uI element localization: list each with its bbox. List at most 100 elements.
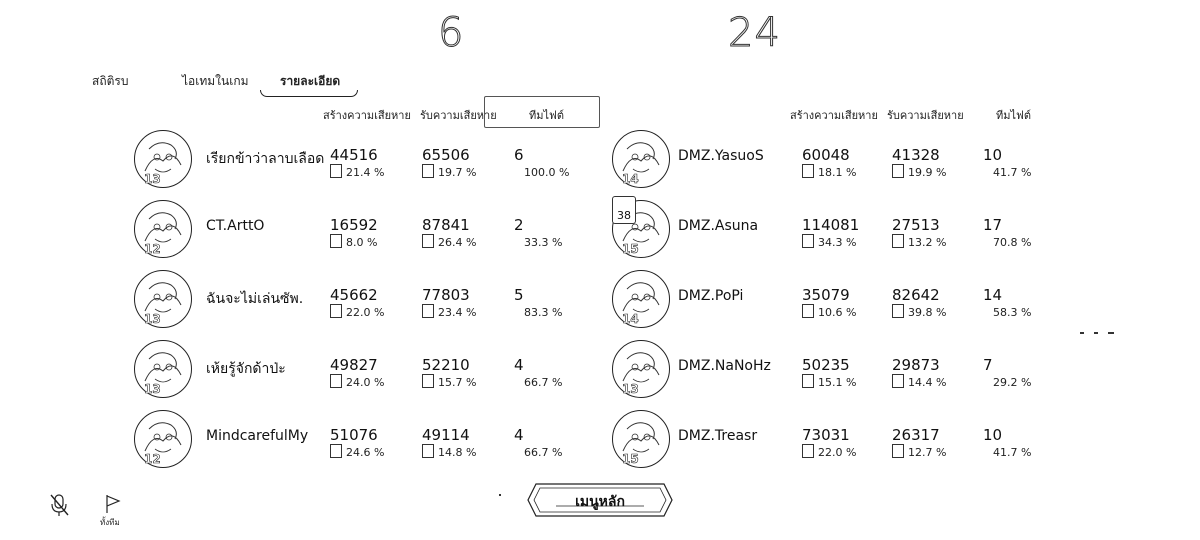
teamfight-percent: 66.7 % <box>524 376 563 389</box>
player-avatar[interactable] <box>612 340 670 398</box>
teamfight-percent: 41.7 % <box>993 446 1032 459</box>
damage-taken-bar <box>422 304 434 318</box>
damage-taken-value: 26317 <box>892 426 940 444</box>
player-row[interactable]: 12 CT.ArttO 16592 8.0 % 87841 26.4 % 2 33.3 % <box>134 200 634 266</box>
player-avatar[interactable] <box>612 270 670 328</box>
damage-taken-percent: 19.9 % <box>908 166 947 179</box>
damage-taken-bar <box>422 164 434 178</box>
damage-taken-percent: 19.7 % <box>438 166 477 179</box>
player-name: ฉันจะไม่เล่นซัพ. <box>206 291 304 307</box>
player-row[interactable]: 14 DMZ.PoPi 35079 10.6 % 82642 39.8 % 14 58.3 % <box>612 270 1112 336</box>
right-dealt-header: สร้างความเสียหาย <box>790 109 878 122</box>
active-tab-indicator <box>260 90 358 97</box>
damage-taken-percent: 23.4 % <box>438 306 477 319</box>
damage-taken-bar <box>892 374 904 388</box>
right-taken-header: รับความเสียหาย <box>887 109 964 122</box>
main-menu-button[interactable]: เมนูหลัก <box>526 482 674 518</box>
player-row[interactable]: 13 DMZ.NaNoHz 50235 15.1 % 29873 14.4 % 7 29.2 … <box>612 340 1112 406</box>
teamfight-percent: 70.8 % <box>993 236 1032 249</box>
player-row[interactable]: 13 เห้ยรู้จักด้าป่ะ 49827 24.0 % 52210 15.7 %… <box>134 340 634 406</box>
damage-dealt-percent: 22.0 % <box>818 446 857 459</box>
damage-taken-value: 65506 <box>422 146 470 164</box>
teamfight-value: 5 <box>514 286 524 304</box>
main-menu-label: เมนูหลัก <box>575 494 625 510</box>
damage-dealt-bar <box>802 164 814 178</box>
player-name: MindcarefulMy <box>206 428 309 444</box>
left-dealt-header: สร้างความเสียหาย <box>323 109 411 122</box>
decor-dash <box>1108 332 1114 334</box>
tab-battle-stats[interactable]: สถิติรบ <box>92 74 129 88</box>
damage-dealt-bar <box>330 304 342 318</box>
damage-dealt-value: 35079 <box>802 286 850 304</box>
player-level-badge: 15 <box>622 452 639 467</box>
damage-taken-bar <box>422 234 434 248</box>
damage-taken-percent: 14.4 % <box>908 376 947 389</box>
decor-dot <box>499 494 501 496</box>
damage-taken-value: 87841 <box>422 216 470 234</box>
damage-dealt-bar <box>802 444 814 458</box>
damage-dealt-percent: 8.0 % <box>346 236 378 249</box>
damage-taken-percent: 39.8 % <box>908 306 947 319</box>
teamfight-percent: 33.3 % <box>524 236 563 249</box>
damage-dealt-value: 49827 <box>330 356 378 374</box>
damage-taken-bar <box>892 234 904 248</box>
damage-dealt-bar <box>802 374 814 388</box>
player-avatar[interactable] <box>612 410 670 468</box>
damage-dealt-percent: 18.1 % <box>818 166 857 179</box>
player-level-badge: 12 <box>144 452 161 467</box>
player-row[interactable]: 13 ฉันจะไม่เล่นซัพ. 45662 22.0 % 77803 23.4 %… <box>134 270 634 336</box>
damage-taken-value: 77803 <box>422 286 470 304</box>
damage-dealt-value: 44516 <box>330 146 378 164</box>
right-team-score: 24 <box>728 10 781 57</box>
decor-dash <box>1094 332 1098 334</box>
player-name: DMZ.PoPi <box>678 288 744 304</box>
teamfight-value: 2 <box>514 216 524 234</box>
player-avatar[interactable] <box>134 200 192 258</box>
damage-dealt-value: 51076 <box>330 426 378 444</box>
left-fire-header: ทีมไฟต์ <box>529 109 564 122</box>
teamfight-percent: 41.7 % <box>993 166 1032 179</box>
player-avatar[interactable] <box>134 340 192 398</box>
teamfight-percent: 100.0 % <box>524 166 570 179</box>
damage-dealt-percent: 21.4 % <box>346 166 385 179</box>
player-level-badge: 14 <box>622 312 639 327</box>
player-row[interactable]: 15 DMZ.Treasr 73031 22.0 % 26317 12.7 % 10 41.7… <box>612 410 1112 476</box>
damage-dealt-percent: 22.0 % <box>346 306 385 319</box>
damage-dealt-bar <box>330 164 342 178</box>
damage-dealt-percent: 34.3 % <box>818 236 857 249</box>
player-row[interactable]: 14 DMZ.YasuoS 60048 18.1 % 41328 19.9 % 10 41.7… <box>612 130 1112 196</box>
damage-taken-bar <box>892 444 904 458</box>
player-avatar[interactable] <box>134 130 192 188</box>
player-level-badge: 13 <box>144 382 161 397</box>
mute-microphone-icon[interactable] <box>48 492 72 522</box>
player-avatar[interactable] <box>612 130 670 188</box>
damage-dealt-percent: 24.0 % <box>346 376 385 389</box>
right-fire-header: ทีมไฟต์ <box>996 109 1031 122</box>
player-avatar[interactable] <box>134 270 192 328</box>
damage-dealt-percent: 24.6 % <box>346 446 385 459</box>
player-level-badge: 15 <box>622 242 639 257</box>
teamfight-value: 17 <box>983 216 1003 234</box>
surrender-label: ทั้งทีม <box>100 518 120 527</box>
player-row[interactable]: 15 DMZ.Asuna 114081 34.3 % 27513 13.2 % 17 70.8… <box>612 200 1112 266</box>
damage-taken-percent: 15.7 % <box>438 376 477 389</box>
damage-taken-bar <box>892 304 904 318</box>
damage-taken-bar <box>422 444 434 458</box>
teamfight-value: 4 <box>514 356 524 374</box>
player-name: เห้ยรู้จักด้าป่ะ <box>206 361 286 377</box>
player-row[interactable]: 13 เรียกข้าว่าลาบเลือด 44516 21.4 % 65506 19.… <box>134 130 634 196</box>
player-avatar[interactable] <box>134 410 192 468</box>
player-level-badge: 13 <box>622 382 639 397</box>
damage-taken-percent: 14.8 % <box>438 446 477 459</box>
tab-in-game-items[interactable]: ไอเทมในเกม <box>182 74 249 88</box>
damage-taken-percent: 12.7 % <box>908 446 947 459</box>
damage-taken-value: 41328 <box>892 146 940 164</box>
left-taken-header: รับความเสียหาย <box>420 109 497 122</box>
flag-icon[interactable] <box>104 493 122 519</box>
player-level-badge: 13 <box>144 312 161 327</box>
player-row[interactable]: 12 MindcarefulMy 51076 24.6 % 49114 14.8 % 4 66… <box>134 410 634 476</box>
damage-dealt-percent: 10.6 % <box>818 306 857 319</box>
tab-details[interactable]: รายละเอียด <box>280 74 341 88</box>
damage-dealt-bar <box>330 374 342 388</box>
damage-taken-percent: 13.2 % <box>908 236 947 249</box>
